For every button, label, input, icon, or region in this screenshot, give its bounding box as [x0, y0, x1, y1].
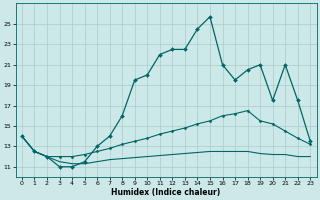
- X-axis label: Humidex (Indice chaleur): Humidex (Indice chaleur): [111, 188, 221, 197]
